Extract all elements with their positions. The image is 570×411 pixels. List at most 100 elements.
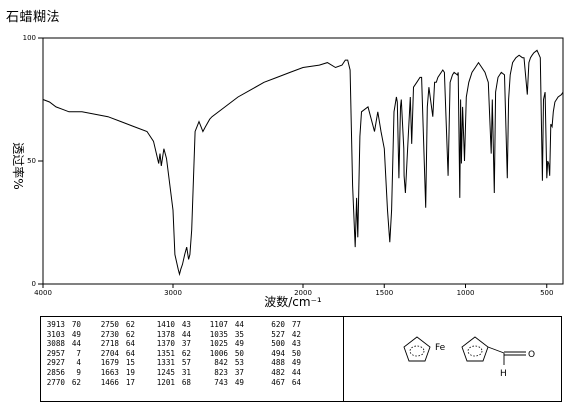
- y-tick-label: 0: [32, 280, 36, 288]
- peak-row: 1331 57: [153, 358, 191, 368]
- svg-text:Fe: Fe: [435, 343, 446, 353]
- peak-row: 488 49: [263, 358, 301, 368]
- peak-row: 1466 17: [97, 378, 135, 388]
- peak-wavenumber: 1201: [156, 377, 175, 387]
- peak-transmittance: 64: [125, 348, 135, 358]
- peak-transmittance: 64: [125, 339, 135, 349]
- peak-wavenumber: 1331: [156, 358, 175, 368]
- peak-row: 482 44: [263, 368, 301, 378]
- peak-row: 1107 44: [206, 320, 244, 330]
- y-axis-title: 透过率%: [11, 142, 26, 189]
- ir-spectrum-chart: 100 50 0 4000 3000 2000 1500 1000 500 波数/cm⁻¹…: [11, 34, 564, 309]
- peak-transmittance: 49: [234, 377, 244, 387]
- peak-row: 1006 50: [206, 349, 244, 359]
- peak-column: 3913 70 3103 49 3088 44 2957 7 2927 4 2856 9 2770 62: [43, 320, 81, 387]
- peak-row: 1025 49: [206, 339, 244, 349]
- peak-transmittance: 50: [234, 348, 244, 358]
- peak-row: 823 37: [206, 368, 244, 378]
- peak-transmittance: 7: [76, 348, 81, 358]
- peak-wavenumber: 1410: [156, 320, 175, 329]
- peak-row: 620 77: [263, 320, 301, 330]
- oxygen-label: O: [528, 350, 535, 360]
- peak-wavenumber: 2718: [100, 339, 119, 349]
- peak-transmittance: 77: [291, 320, 301, 329]
- cyclopentadienyl-ring-right: [461, 336, 489, 362]
- peak-row: 1370 37: [153, 339, 191, 349]
- peak-wavenumber: 620: [271, 320, 285, 329]
- peak-wavenumber: 482: [271, 367, 285, 377]
- peak-row: 1663 19: [97, 368, 135, 378]
- x-tick-label: 3000: [164, 289, 182, 297]
- peak-row: 467 64: [263, 378, 301, 388]
- peak-row: 2718 64: [97, 339, 135, 349]
- peak-wavenumber: 3913: [46, 320, 65, 329]
- peak-row: 842 53: [206, 358, 244, 368]
- peak-row: 2770 62: [43, 378, 81, 388]
- peak-row: 743 49: [206, 378, 244, 388]
- peak-transmittance: 49: [71, 329, 81, 339]
- peak-transmittance: 53: [234, 358, 244, 368]
- structure-panel: Fe O H: [343, 317, 562, 401]
- peak-transmittance: 17: [125, 377, 135, 387]
- peak-wavenumber: 488: [271, 358, 285, 368]
- peak-row: 3088 44: [43, 339, 81, 349]
- peak-transmittance: 64: [291, 377, 301, 387]
- peak-row: 2957 7: [43, 349, 81, 359]
- peak-wavenumber: 1351: [156, 348, 175, 358]
- peak-table: 3913 70 3103 49 3088 44 2957 7 2927 4 2856 9 2770 62 2…: [40, 316, 562, 402]
- peak-row: 1378 44: [153, 330, 191, 340]
- peak-transmittance: 70: [71, 320, 81, 329]
- peak-transmittance: 44: [71, 339, 81, 349]
- peak-row: 1245 31: [153, 368, 191, 378]
- peak-wavenumber: 2856: [46, 367, 65, 377]
- x-tick-label: 4000: [34, 289, 52, 297]
- x-tick-label: 1500: [375, 289, 393, 297]
- peak-transmittance: 57: [181, 358, 191, 368]
- peak-row: 1351 62: [153, 349, 191, 359]
- plot-frame: [42, 37, 564, 285]
- peak-row: 2704 64: [97, 349, 135, 359]
- peak-wavenumber: 527: [271, 329, 285, 339]
- iron-atom-label: Fe: [435, 343, 446, 353]
- peak-transmittance: 43: [291, 339, 301, 349]
- peak-transmittance: 49: [291, 358, 301, 368]
- peak-transmittance: 44: [291, 367, 301, 377]
- peak-column: 1410 43 1378 44 1370 37 1351 62 1331 57 1245 31 1201…: [153, 320, 191, 387]
- peak-wavenumber: 1006: [209, 348, 228, 358]
- peak-transmittance: 62: [125, 320, 135, 329]
- peak-transmittance: 42: [291, 329, 301, 339]
- peak-wavenumber: 3103: [46, 329, 65, 339]
- y-axis-ticks: 100 50 0: [23, 34, 43, 288]
- peak-wavenumber: 1107: [209, 320, 228, 329]
- peak-wavenumber: 2750: [100, 320, 119, 329]
- peak-row: 2927 4: [43, 358, 81, 368]
- peak-transmittance: 62: [181, 348, 191, 358]
- peak-transmittance: 50: [291, 348, 301, 358]
- peak-row: 2750 62: [97, 320, 135, 330]
- peak-transmittance: 37: [234, 367, 244, 377]
- peak-transmittance: 62: [125, 329, 135, 339]
- peak-column: 1107 44 1035 35 1025 49 1006 50 842 53 823 37 743 49: [206, 320, 244, 387]
- peak-row: 2730 62: [97, 330, 135, 340]
- peak-wavenumber: 2957: [46, 348, 65, 358]
- peak-transmittance: 31: [181, 367, 191, 377]
- x-tick-label: 500: [540, 289, 553, 297]
- peak-row: 3103 49: [43, 330, 81, 340]
- aldehyde-group: O H: [487, 346, 535, 379]
- peak-wavenumber: 1025: [209, 339, 228, 349]
- peak-row: 494 50: [263, 349, 301, 359]
- peak-row: 1035 35: [206, 330, 244, 340]
- peak-transmittance: 68: [181, 377, 191, 387]
- peak-transmittance: 19: [125, 367, 135, 377]
- x-tick-label: 1000: [457, 289, 475, 297]
- peak-wavenumber: 1378: [156, 329, 175, 339]
- peak-wavenumber: 1370: [156, 339, 175, 349]
- peak-row: 527 42: [263, 330, 301, 340]
- peak-wavenumber: 494: [271, 348, 285, 358]
- peak-transmittance: 49: [234, 339, 244, 349]
- peak-row: 500 43: [263, 339, 301, 349]
- peak-wavenumber: 2770: [46, 377, 65, 387]
- peak-wavenumber: 500: [271, 339, 285, 349]
- peak-row: 1410 43: [153, 320, 191, 330]
- peak-wavenumber: 1466: [100, 377, 119, 387]
